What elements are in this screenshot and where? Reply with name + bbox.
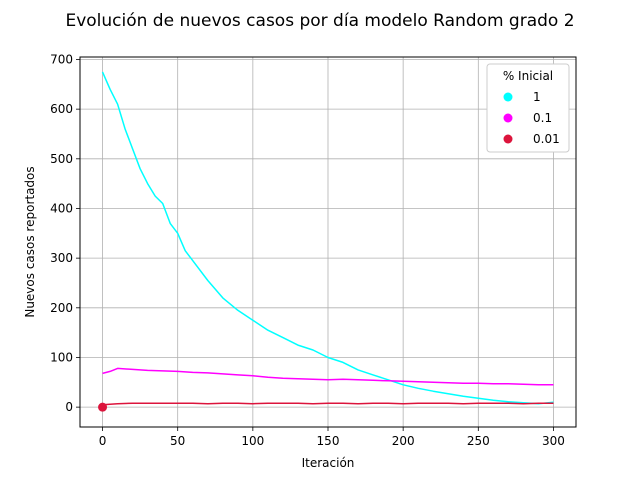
y-tick-label: 700 [50, 52, 73, 66]
legend-title: % Inicial [503, 69, 553, 83]
y-tick-label: 100 [50, 350, 73, 364]
series-lines [98, 71, 554, 412]
legend-marker [503, 113, 513, 123]
legend: % Inicial 1 0.1 0.01 [486, 63, 570, 153]
legend-marker [503, 134, 513, 144]
legend-marker [503, 92, 513, 102]
axis-ticks: 0 50 100 150 200 250 300 0 100 200 300 400 500 600 700 [50, 52, 565, 448]
y-axis-label: Nuevos casos reportados [23, 166, 37, 317]
x-tick-label: 200 [392, 434, 415, 448]
chart-title: Evolución de nuevos casos por día modelo… [65, 11, 574, 31]
x-tick-label: 250 [467, 434, 490, 448]
y-tick-label: 600 [50, 102, 73, 116]
series-line-0-1 [102, 367, 554, 386]
series-line-0-01 [102, 402, 554, 406]
legend-label: 0.01 [533, 132, 560, 146]
legend-label: 1 [533, 90, 541, 104]
series-line-1 [101, 71, 554, 405]
y-tick-label: 300 [50, 251, 73, 265]
x-tick-label: 150 [317, 434, 340, 448]
x-tick-label: 50 [170, 434, 185, 448]
y-tick-label: 200 [50, 301, 73, 315]
x-tick-label: 300 [542, 434, 565, 448]
y-tick-label: 400 [50, 201, 73, 215]
x-axis-label: Iteración [302, 456, 355, 470]
x-tick-label: 100 [241, 434, 264, 448]
initial-point-marker [98, 402, 108, 412]
y-tick-label: 500 [50, 152, 73, 166]
y-tick-label: 0 [65, 400, 73, 414]
x-tick-label: 0 [99, 434, 107, 448]
legend-label: 0.1 [533, 111, 552, 125]
legend-box [486, 63, 570, 153]
